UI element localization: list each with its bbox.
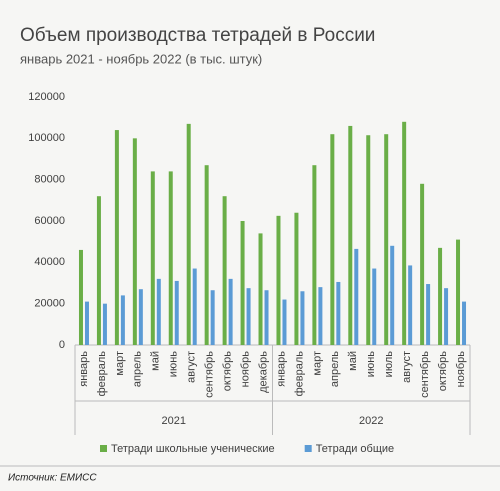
bar <box>228 278 233 345</box>
chart-title: Объем производства тетрадей в России <box>20 25 375 46</box>
bar <box>354 248 359 345</box>
bar <box>138 289 143 345</box>
bar <box>366 135 371 345</box>
bar <box>402 121 407 345</box>
group-label: 2022 <box>359 415 383 427</box>
bar <box>240 221 245 345</box>
chart-subtitle: январь 2021 - ноябрь 2022 (в тыс. штук) <box>20 51 262 66</box>
x-tick-label: август <box>186 351 198 383</box>
x-tick-label: февраль <box>96 351 108 397</box>
x-tick-label: декабрь <box>257 351 269 393</box>
bar <box>456 239 461 345</box>
bar <box>192 268 197 345</box>
bar <box>294 212 299 345</box>
bar <box>384 134 389 345</box>
bar <box>132 138 137 345</box>
x-tick-label: ноябрь <box>239 351 251 388</box>
bar <box>246 288 251 345</box>
bar <box>78 249 83 345</box>
bar <box>336 281 341 345</box>
bar <box>438 247 443 345</box>
x-tick-label: сентябрь <box>419 351 431 398</box>
y-tick-label: 120000 <box>28 91 65 103</box>
bar <box>348 125 353 345</box>
bar <box>300 291 305 345</box>
x-tick-label: июнь <box>365 351 377 377</box>
bar <box>282 299 287 345</box>
legend-label: Тетради общие <box>316 443 394 455</box>
bar <box>276 215 281 345</box>
x-tick-label: ноябрь <box>455 351 467 388</box>
legend-label: Тетради школьные ученические <box>111 443 275 455</box>
bar <box>150 171 155 345</box>
bar <box>444 288 449 345</box>
bar <box>156 278 161 345</box>
bar <box>114 130 119 345</box>
bar <box>168 171 173 345</box>
y-tick-label: 0 <box>59 339 65 351</box>
bar <box>408 265 413 345</box>
x-tick-label: июль <box>383 351 395 378</box>
x-tick-label: февраль <box>293 351 305 397</box>
x-tick-label: январь <box>78 351 90 387</box>
x-tick-label: март <box>311 351 323 376</box>
x-tick-label: октябрь <box>222 351 234 391</box>
bar <box>120 295 125 345</box>
y-tick-label: 100000 <box>28 132 65 144</box>
bar <box>186 123 191 345</box>
y-tick-label: 60000 <box>34 215 65 227</box>
group-label: 2021 <box>162 415 186 427</box>
bar <box>420 183 425 345</box>
y-tick-label: 80000 <box>34 174 65 186</box>
bar <box>258 233 263 345</box>
x-tick-label: июнь <box>168 351 180 377</box>
bar <box>204 165 209 345</box>
bar <box>312 165 317 345</box>
bar <box>264 290 269 345</box>
x-tick-label: апрель <box>132 351 144 387</box>
y-tick-label: 20000 <box>34 298 65 310</box>
x-tick-label: сентябрь <box>204 351 216 398</box>
y-tick-label: 40000 <box>34 256 65 268</box>
bar <box>210 290 215 345</box>
x-tick-label: май <box>150 351 162 371</box>
x-tick-label: май <box>347 351 359 371</box>
legend-swatch <box>100 445 107 452</box>
x-tick-label: январь <box>275 351 287 387</box>
bar <box>330 134 335 345</box>
x-tick-label: октябрь <box>437 351 449 391</box>
bar <box>222 196 227 345</box>
bar <box>84 301 89 345</box>
bar <box>390 245 395 345</box>
x-tick-label: август <box>401 351 413 383</box>
bar <box>174 280 179 345</box>
x-tick-label: апрель <box>329 351 341 387</box>
x-tick-label: март <box>114 351 126 376</box>
bar <box>318 287 323 345</box>
bar <box>96 196 101 345</box>
bar <box>426 284 431 345</box>
source: Источник: ЕМИСС <box>8 473 97 484</box>
legend-swatch <box>304 445 312 452</box>
bar <box>102 303 107 345</box>
bar <box>372 268 377 345</box>
bar <box>462 301 467 345</box>
